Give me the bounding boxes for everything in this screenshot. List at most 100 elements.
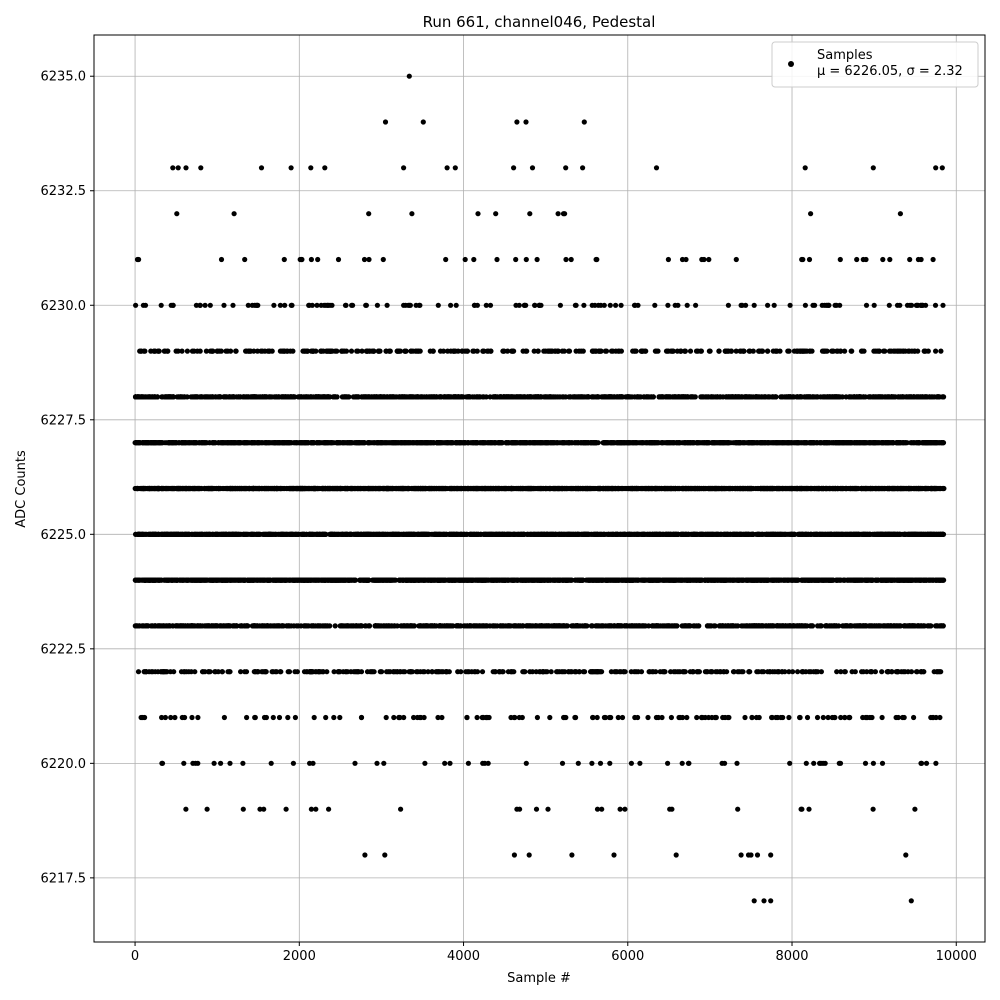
data-point	[490, 623, 496, 629]
data-point	[464, 623, 470, 629]
data-point	[136, 531, 142, 537]
data-point	[842, 669, 848, 675]
data-point	[371, 669, 377, 675]
data-point	[308, 806, 314, 812]
data-point	[257, 623, 263, 629]
data-point	[878, 577, 884, 583]
data-point	[714, 669, 721, 675]
data-point	[252, 714, 258, 721]
data-point	[392, 669, 398, 675]
data-point	[492, 577, 498, 583]
data-point	[437, 623, 443, 629]
data-point	[526, 852, 532, 858]
data-point	[290, 760, 296, 766]
data-point	[809, 623, 816, 629]
data-point	[465, 760, 471, 766]
data-point	[556, 577, 562, 583]
data-point	[472, 669, 478, 675]
data-point	[920, 531, 926, 537]
data-point	[775, 669, 782, 675]
data-point	[381, 760, 387, 766]
data-point	[708, 623, 714, 629]
data-point	[885, 669, 892, 675]
data-point	[683, 623, 689, 629]
data-point	[893, 714, 899, 721]
data-point	[518, 623, 524, 629]
data-point	[846, 714, 852, 721]
data-point	[392, 623, 398, 629]
data-point	[587, 577, 593, 583]
data-point	[617, 806, 623, 812]
data-point	[260, 669, 266, 675]
data-point	[694, 714, 700, 721]
data-point	[904, 623, 911, 629]
data-point	[806, 806, 812, 812]
data-point	[195, 760, 201, 766]
data-point	[402, 669, 408, 675]
data-point	[184, 623, 190, 629]
data-point	[326, 806, 332, 812]
data-point	[162, 714, 168, 721]
data-point	[933, 714, 939, 721]
data-point	[294, 531, 300, 537]
data-point	[608, 714, 614, 721]
data-point	[220, 531, 226, 537]
data-point	[320, 669, 326, 675]
data-point	[312, 669, 318, 675]
data-point	[786, 714, 792, 721]
data-point	[901, 577, 907, 583]
data-point	[288, 531, 294, 537]
data-point	[837, 531, 843, 537]
data-point	[538, 623, 544, 629]
data-point	[575, 623, 581, 629]
data-point	[599, 806, 605, 812]
data-point	[608, 669, 615, 675]
data-point	[344, 623, 350, 629]
data-point	[559, 760, 566, 766]
data-point	[763, 623, 769, 629]
data-point	[429, 669, 435, 675]
data-point	[659, 714, 665, 721]
data-point	[396, 714, 402, 721]
data-point	[311, 714, 317, 721]
data-point	[505, 623, 511, 629]
data-point	[514, 806, 520, 812]
data-point	[301, 623, 307, 629]
data-point	[711, 577, 717, 583]
data-point	[174, 531, 180, 537]
data-point	[900, 714, 906, 721]
data-point	[776, 577, 782, 583]
data-point	[397, 577, 403, 583]
data-point	[243, 531, 249, 537]
data-point	[552, 623, 559, 629]
data-point	[227, 760, 233, 766]
data-point	[469, 669, 475, 675]
data-point	[272, 577, 278, 583]
data-point	[615, 623, 621, 629]
data-point	[867, 531, 873, 537]
data-point	[139, 623, 145, 629]
data-point	[735, 669, 741, 675]
data-point	[928, 714, 934, 721]
data-point	[425, 669, 431, 675]
data-point	[243, 669, 250, 675]
data-point	[534, 714, 541, 721]
data-point	[455, 623, 461, 629]
data-point	[813, 531, 820, 537]
data-point	[384, 623, 390, 629]
data-point	[313, 806, 319, 812]
data-point	[870, 806, 876, 812]
data-point	[145, 577, 151, 583]
data-point	[677, 714, 683, 721]
data-point	[381, 531, 387, 537]
data-point	[684, 714, 690, 721]
data-point	[933, 760, 939, 766]
data-point	[456, 577, 462, 583]
data-point	[339, 623, 345, 629]
data-point	[831, 714, 838, 721]
data-point	[871, 623, 878, 629]
data-point	[799, 577, 805, 583]
data-point	[668, 577, 674, 583]
